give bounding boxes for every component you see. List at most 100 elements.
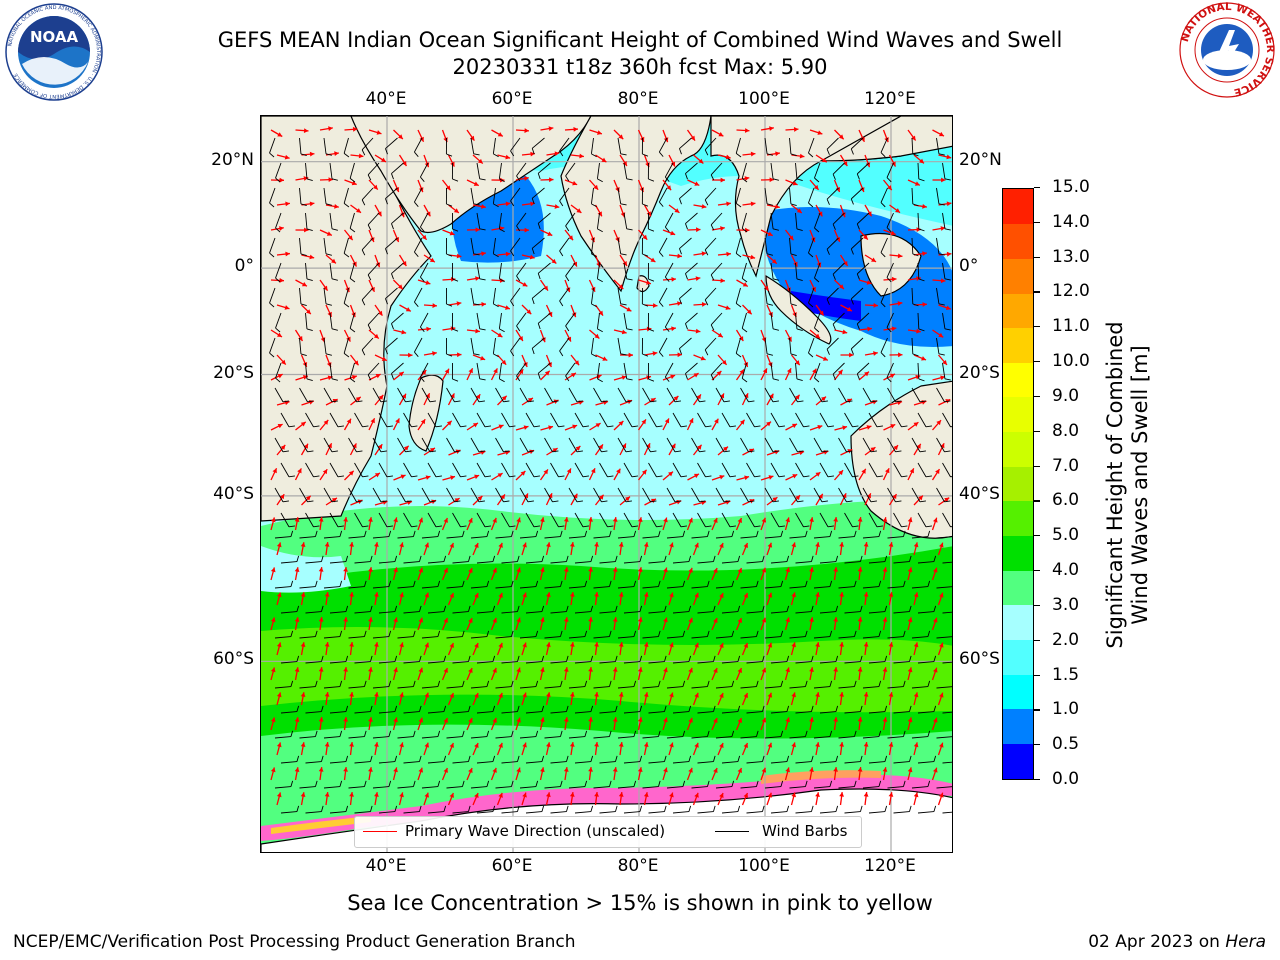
wind-barb-flag [385,348,388,355]
wind-barb-flag [478,500,485,503]
colorbar-tick-label: 0.0 [1052,769,1080,789]
wave-arrow-head [498,592,503,598]
wind-barb [911,387,921,403]
wind-barb [887,736,904,739]
wave-arrow-head [270,767,276,773]
wind-barb-flag [639,755,643,762]
wind-barb-flag [452,328,459,332]
right-lat-label: 20°N [959,149,1002,170]
wind-barb [832,212,845,225]
wind-barb [537,162,551,174]
wave-arrow-head [719,543,724,548]
wave-arrow-head [882,717,888,722]
wind-barb [299,237,302,254]
wind-barb-flag [306,178,313,182]
wind-barb-flag [414,251,419,257]
wind-barb [715,686,732,689]
wind-barb [917,512,927,528]
wind-barb [275,212,282,229]
wind-barb-flag [656,525,663,528]
wave-arrow-head [394,236,400,242]
wave-arrow-head [501,395,507,401]
wind-barb-flag [713,805,716,812]
wave-arrow-head [643,692,649,698]
wind-barb-flag [754,425,761,428]
wind-barb-flag [658,530,661,537]
wave-arrow-head [492,617,497,623]
wave-arrow-head [761,517,767,523]
wind-barb [348,536,365,539]
wave-arrow-head [432,303,437,308]
wind-barb-flag [854,730,857,737]
wave-arrow-head [324,792,330,797]
wind-barb [704,187,717,201]
wind-barb-flag [591,253,597,258]
wind-barb-flag [737,705,741,712]
wind-barb-flag [419,705,422,712]
wind-barb-flag [306,228,313,232]
wind-barb [274,586,291,589]
wind-barb [372,686,389,689]
wave-arrow-head [449,692,454,698]
wave-arrow-head [643,792,649,798]
wave-arrow-head [842,425,848,431]
wind-barb [593,536,610,539]
wave-arrow-head [677,301,682,306]
wave-arrow-head [785,617,791,623]
wind-barb-flag [349,378,356,383]
wave-arrow-head [324,692,330,697]
wind-barb [770,761,787,764]
wind-barb [868,561,885,564]
wind-barb-flag [584,530,588,537]
wind-barb [378,661,395,664]
wind-barb-flag [880,302,886,308]
wind-barb-flag [531,298,535,305]
wind-barb [838,636,855,639]
wind-barb [844,761,861,764]
wind-barb-flag [560,680,563,687]
wave-arrow-head [343,617,348,622]
wind-barb-flag [832,274,836,280]
wind-barb-flag [880,152,886,158]
wind-barb [476,661,493,664]
wind-barb-flag [492,705,496,712]
wind-barb [299,387,308,403]
wave-arrow-head [498,742,503,748]
wave-arrow-head [449,542,454,548]
wind-barb [911,786,928,789]
wind-barb-flag [884,705,888,712]
wave-arrow-head [590,468,596,474]
wind-barb-flag [933,705,937,712]
wave-arrow-head [663,667,668,673]
wind-barb [740,636,757,639]
wave-arrow-head [576,208,582,213]
wind-barb [623,561,640,564]
land-madagascar [408,374,444,452]
wind-barb-flag [559,300,564,307]
wave-arrow-head [397,284,403,290]
wind-barb [299,536,316,539]
wind-barb [568,636,585,639]
wind-barb [764,786,781,789]
wave-arrow-head [546,692,551,698]
wave-arrow-head [719,643,724,648]
wind-barb [893,561,910,564]
wave-arrow-head [843,260,848,266]
wind-barb [419,262,429,278]
wave-arrow-head [916,328,921,334]
wave-arrow-head [351,180,357,186]
wind-barb [942,761,952,764]
wave-arrow-head [378,394,384,400]
wind-barb [648,462,657,478]
wind-barb-flag [878,630,882,637]
wave-arrow-head [772,497,778,502]
wind-barb-flag [786,605,790,612]
wind-barb-flag [511,530,514,537]
wind-barb [936,487,945,503]
wind-barb-flag [537,273,541,280]
wind-barb-flag [626,228,633,231]
wave-arrow-head [443,517,448,523]
wave-arrow-head [505,251,511,257]
wave-arrow-head [720,278,725,283]
wind-barb-flag [680,425,687,428]
